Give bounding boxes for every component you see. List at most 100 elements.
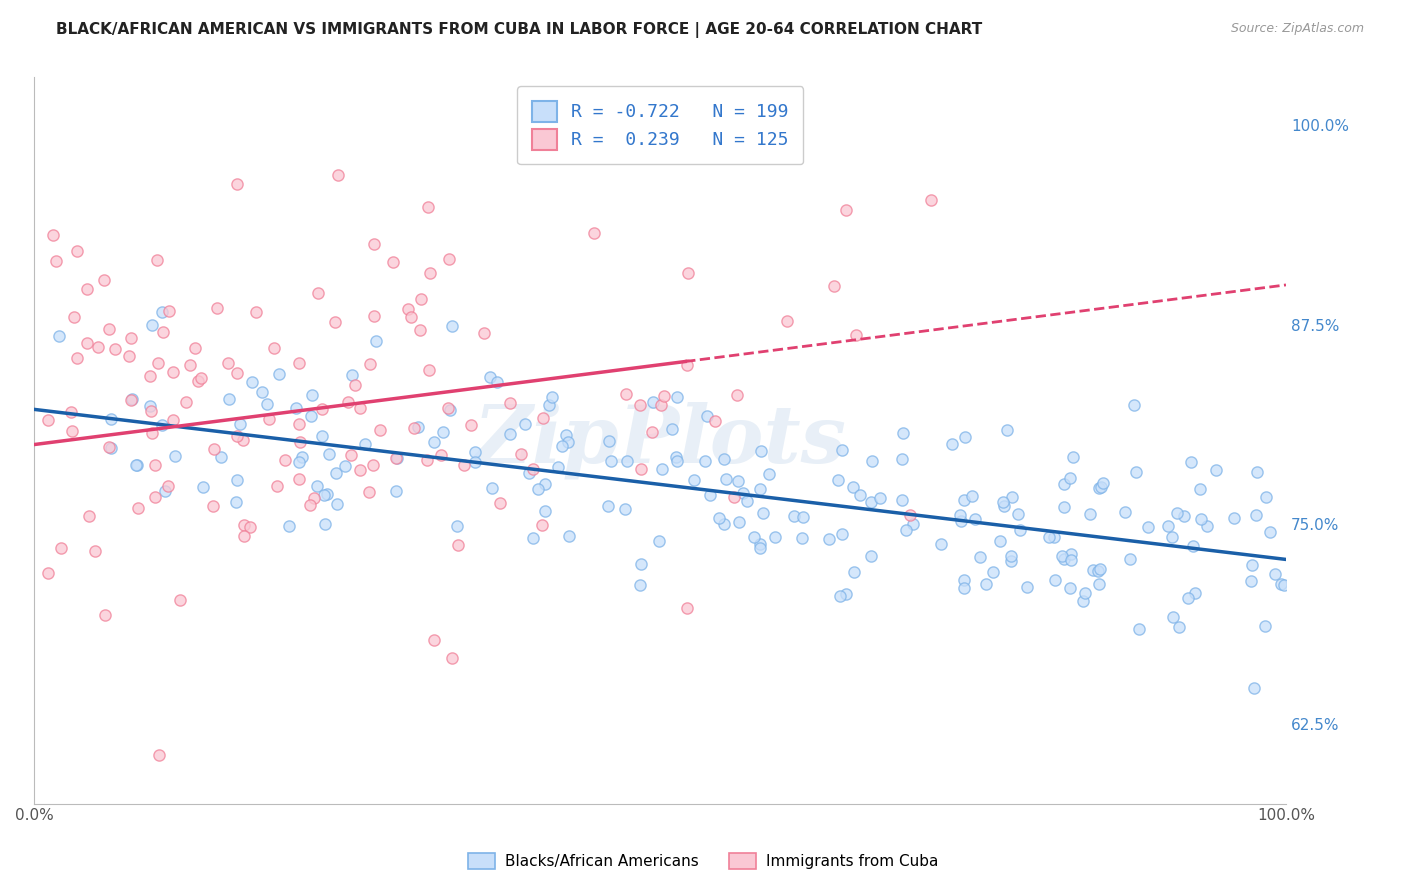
Point [748,482,770,496]
Point [1246,465,1268,479]
Point [1189,512,1212,526]
Point [1119,552,1142,566]
Point [385,451,408,466]
Point [340,448,363,462]
Point [526,482,548,496]
Point [661,422,683,436]
Point [301,387,323,401]
Point [257,411,280,425]
Point [157,479,180,493]
Point [749,541,772,556]
Point [1184,585,1206,599]
Point [1125,465,1147,479]
Point [557,435,579,450]
Point [583,226,606,240]
Point [209,450,232,465]
Point [648,533,671,548]
Point [302,491,325,505]
Point [225,177,247,191]
Point [315,487,337,501]
Point [749,443,772,458]
Point [894,523,917,537]
Point [187,374,209,388]
Point [752,506,775,520]
Point [486,376,509,390]
Point [703,414,725,428]
Point [423,632,446,647]
Point [399,310,422,324]
Point [453,458,475,472]
Text: BLACK/AFRICAN AMERICAN VS IMMIGRANTS FROM CUBA IN LABOR FORCE | AGE 20-64 CORREL: BLACK/AFRICAN AMERICAN VS IMMIGRANTS FRO… [56,22,983,38]
Point [190,371,212,385]
Point [179,358,201,372]
Point [157,304,180,318]
Point [245,305,267,319]
Point [423,435,446,450]
Point [1015,580,1038,594]
Point [537,398,560,412]
Point [396,302,419,317]
Point [333,459,356,474]
Point [93,273,115,287]
Point [630,557,652,571]
Point [76,336,98,351]
Point [285,401,308,415]
Point [169,593,191,607]
Point [207,301,229,316]
Point [1160,530,1182,544]
Point [1000,554,1022,568]
Point [1053,551,1076,566]
Point [1074,586,1097,600]
Point [903,516,925,531]
Point [1222,511,1244,525]
Point [1272,578,1295,592]
Point [534,504,557,518]
Point [614,502,637,516]
Point [949,514,972,528]
Point [1205,463,1227,477]
Point [827,473,849,487]
Point [409,323,432,337]
Point [1060,548,1083,562]
Point [1254,619,1277,633]
Point [1088,576,1111,591]
Point [557,529,579,543]
Point [267,368,290,382]
Point [489,496,512,510]
Point [65,244,87,258]
Point [314,488,336,502]
Point [748,537,770,551]
Point [430,448,453,462]
Point [1000,549,1022,563]
Point [969,550,991,565]
Point [776,313,799,327]
Text: Source: ZipAtlas.com: Source: ZipAtlas.com [1230,22,1364,36]
Point [45,253,67,268]
Point [121,392,143,407]
Point [641,425,664,439]
Point [1173,508,1195,523]
Point [1007,507,1029,521]
Point [42,228,65,243]
Point [432,425,454,440]
Point [479,369,502,384]
Point [150,417,173,432]
Point [547,459,569,474]
Point [202,500,225,514]
Point [349,401,371,415]
Point [287,356,309,370]
Point [145,253,167,268]
Point [314,516,336,531]
Point [437,401,460,416]
Point [735,494,758,508]
Point [464,455,486,469]
Point [725,388,748,402]
Point [920,193,942,207]
Point [323,315,346,329]
Point [232,434,254,448]
Point [311,402,333,417]
Point [1243,681,1265,695]
Point [628,578,651,592]
Point [437,252,460,266]
Point [273,452,295,467]
